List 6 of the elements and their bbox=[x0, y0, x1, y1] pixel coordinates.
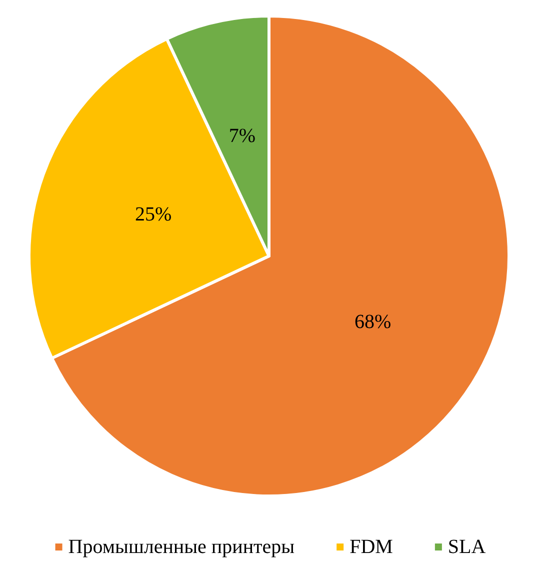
legend-label: SLA bbox=[448, 536, 486, 558]
legend-label: Промышленные принтеры bbox=[68, 536, 295, 558]
data-label: 25% bbox=[134, 203, 172, 226]
data-label: 7% bbox=[228, 124, 256, 147]
legend-label: FDM bbox=[350, 536, 394, 558]
data-label: 68% bbox=[354, 310, 392, 333]
